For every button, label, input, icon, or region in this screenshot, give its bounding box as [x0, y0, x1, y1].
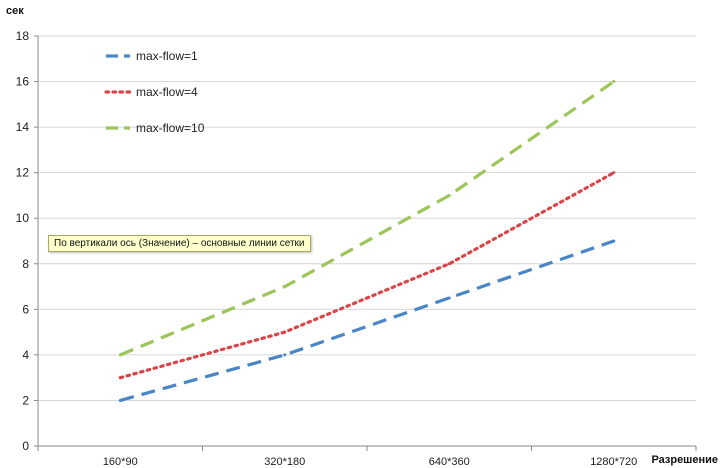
- x-axis-ticks: 160*90 320*180 640*360 1280*720: [37, 446, 697, 468]
- gridline-tooltip: По вертикали ось (Значение) – основные л…: [48, 235, 311, 252]
- y-tick-label: 8: [22, 257, 29, 271]
- data-point: [447, 193, 451, 197]
- data-point: [118, 376, 122, 380]
- y-tick-label: 10: [16, 211, 30, 225]
- y-tick-label: 6: [22, 302, 29, 316]
- legend-label: max-flow=4: [136, 85, 198, 99]
- y-tick-label: 2: [22, 393, 29, 407]
- data-point: [283, 353, 287, 357]
- data-point: [612, 239, 616, 243]
- x-tick-label: 160*90: [103, 456, 138, 468]
- x-tick-label: 1280*720: [590, 456, 637, 468]
- x-tick-label: 640*360: [429, 456, 470, 468]
- x-tick-label: 320*180: [264, 456, 305, 468]
- data-point: [283, 285, 287, 289]
- y-tick-label: 16: [16, 75, 30, 89]
- series-lines: [118, 80, 616, 402]
- y-tick-label: 4: [22, 348, 29, 362]
- legend: max-flow=1 max-flow=4 max-flow=10: [104, 49, 205, 135]
- data-point: [118, 398, 122, 402]
- series-line: [118, 171, 616, 380]
- data-point: [283, 330, 287, 334]
- y-tick-label: 14: [16, 120, 30, 134]
- legend-label: max-flow=1: [136, 49, 198, 63]
- y-axis-ticks: 0 2 4 6 8 10 12 14 16 18: [16, 29, 38, 453]
- y-tick-label: 0: [22, 439, 29, 453]
- data-point: [118, 353, 122, 357]
- data-point: [447, 262, 451, 266]
- data-point: [612, 80, 616, 84]
- series-line: [119, 239, 615, 402]
- x-axis-title: Разрешение: [651, 454, 718, 466]
- series-line: [119, 80, 615, 357]
- data-point: [447, 296, 451, 300]
- legend-label: max-flow=10: [136, 121, 205, 135]
- y-axis-title: сек: [6, 5, 24, 17]
- y-tick-label: 12: [16, 166, 30, 180]
- data-point: [612, 171, 616, 175]
- y-tick-label: 18: [16, 29, 30, 43]
- gridlines: [38, 35, 696, 401]
